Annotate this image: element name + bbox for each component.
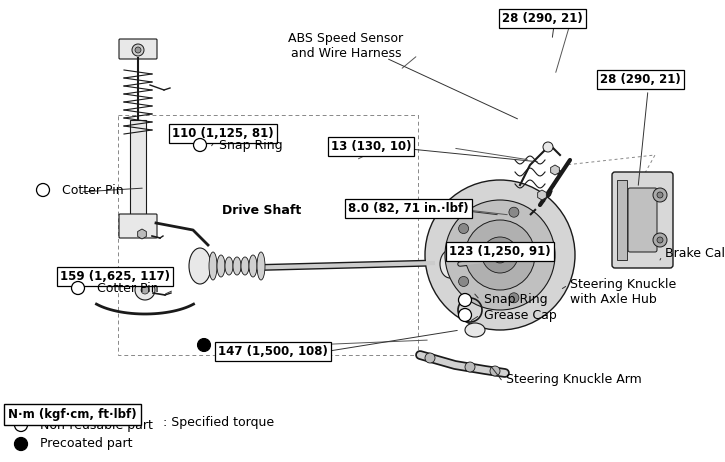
Text: ABS Speed Sensor
and Wire Harness: ABS Speed Sensor and Wire Harness xyxy=(289,32,404,60)
Text: 13 (130, 10): 13 (130, 10) xyxy=(331,140,412,153)
Circle shape xyxy=(36,183,49,196)
Ellipse shape xyxy=(249,255,257,277)
Circle shape xyxy=(194,139,207,152)
FancyBboxPatch shape xyxy=(119,214,157,238)
Circle shape xyxy=(458,293,471,306)
Circle shape xyxy=(132,44,144,56)
Ellipse shape xyxy=(225,257,233,275)
Circle shape xyxy=(509,207,519,217)
Circle shape xyxy=(657,192,663,198)
Text: 110 (1,125, 81): 110 (1,125, 81) xyxy=(172,127,273,140)
Circle shape xyxy=(465,362,475,372)
FancyBboxPatch shape xyxy=(612,172,673,268)
Text: Drive Shaft: Drive Shaft xyxy=(223,203,302,217)
Text: Steering Knuckle Arm: Steering Knuckle Arm xyxy=(506,373,642,387)
FancyBboxPatch shape xyxy=(617,180,627,260)
Ellipse shape xyxy=(241,257,249,275)
Circle shape xyxy=(14,438,28,450)
Ellipse shape xyxy=(440,250,460,278)
Text: 159 (1,625, 117): 159 (1,625, 117) xyxy=(60,270,170,283)
Ellipse shape xyxy=(189,248,211,284)
Circle shape xyxy=(653,188,667,202)
Circle shape xyxy=(459,276,468,286)
Text: 123 (1,250, 91): 123 (1,250, 91) xyxy=(449,245,550,258)
Text: Snap Ring: Snap Ring xyxy=(219,139,283,152)
FancyBboxPatch shape xyxy=(119,39,157,59)
Circle shape xyxy=(425,180,575,330)
Circle shape xyxy=(490,366,500,376)
Circle shape xyxy=(445,200,555,310)
Circle shape xyxy=(425,353,435,363)
Text: 28 (290, 21): 28 (290, 21) xyxy=(502,12,583,25)
Circle shape xyxy=(459,224,468,234)
Ellipse shape xyxy=(257,252,265,280)
Text: Snap Ring: Snap Ring xyxy=(484,293,547,306)
Circle shape xyxy=(465,220,535,290)
Text: Grease Cap: Grease Cap xyxy=(484,309,557,322)
Text: 28 (290, 21): 28 (290, 21) xyxy=(600,73,681,86)
Text: : Specified torque: : Specified torque xyxy=(163,416,274,429)
Circle shape xyxy=(540,250,550,260)
Text: Precoated part: Precoated part xyxy=(40,438,133,450)
FancyBboxPatch shape xyxy=(628,188,657,252)
Ellipse shape xyxy=(217,255,225,277)
Circle shape xyxy=(197,339,210,352)
Circle shape xyxy=(482,237,518,273)
Text: 147 (1,500, 108): 147 (1,500, 108) xyxy=(218,345,328,358)
Circle shape xyxy=(135,47,141,53)
Circle shape xyxy=(135,280,155,300)
Text: Cotter Pin: Cotter Pin xyxy=(97,281,159,294)
Text: 8.0 (82, 71 in.·lbf): 8.0 (82, 71 in.·lbf) xyxy=(348,202,468,215)
Bar xyxy=(118,115,418,355)
Text: Brake Caliper: Brake Caliper xyxy=(665,247,725,260)
Ellipse shape xyxy=(209,252,217,280)
Text: Non-reusable part: Non-reusable part xyxy=(40,419,153,432)
Circle shape xyxy=(141,286,149,294)
Text: Cotter Pin: Cotter Pin xyxy=(62,183,124,196)
FancyBboxPatch shape xyxy=(130,120,146,215)
Circle shape xyxy=(14,419,28,432)
Ellipse shape xyxy=(465,323,485,337)
Circle shape xyxy=(543,142,553,152)
Circle shape xyxy=(458,309,471,322)
Circle shape xyxy=(657,237,663,243)
Circle shape xyxy=(72,281,85,294)
Ellipse shape xyxy=(233,257,241,275)
Text: Steering Knuckle
with Axle Hub: Steering Knuckle with Axle Hub xyxy=(570,278,676,306)
Circle shape xyxy=(653,233,667,247)
Circle shape xyxy=(509,293,519,303)
Circle shape xyxy=(492,247,508,263)
Text: N·m (kgf·cm, ft·lbf): N·m (kgf·cm, ft·lbf) xyxy=(8,408,136,421)
